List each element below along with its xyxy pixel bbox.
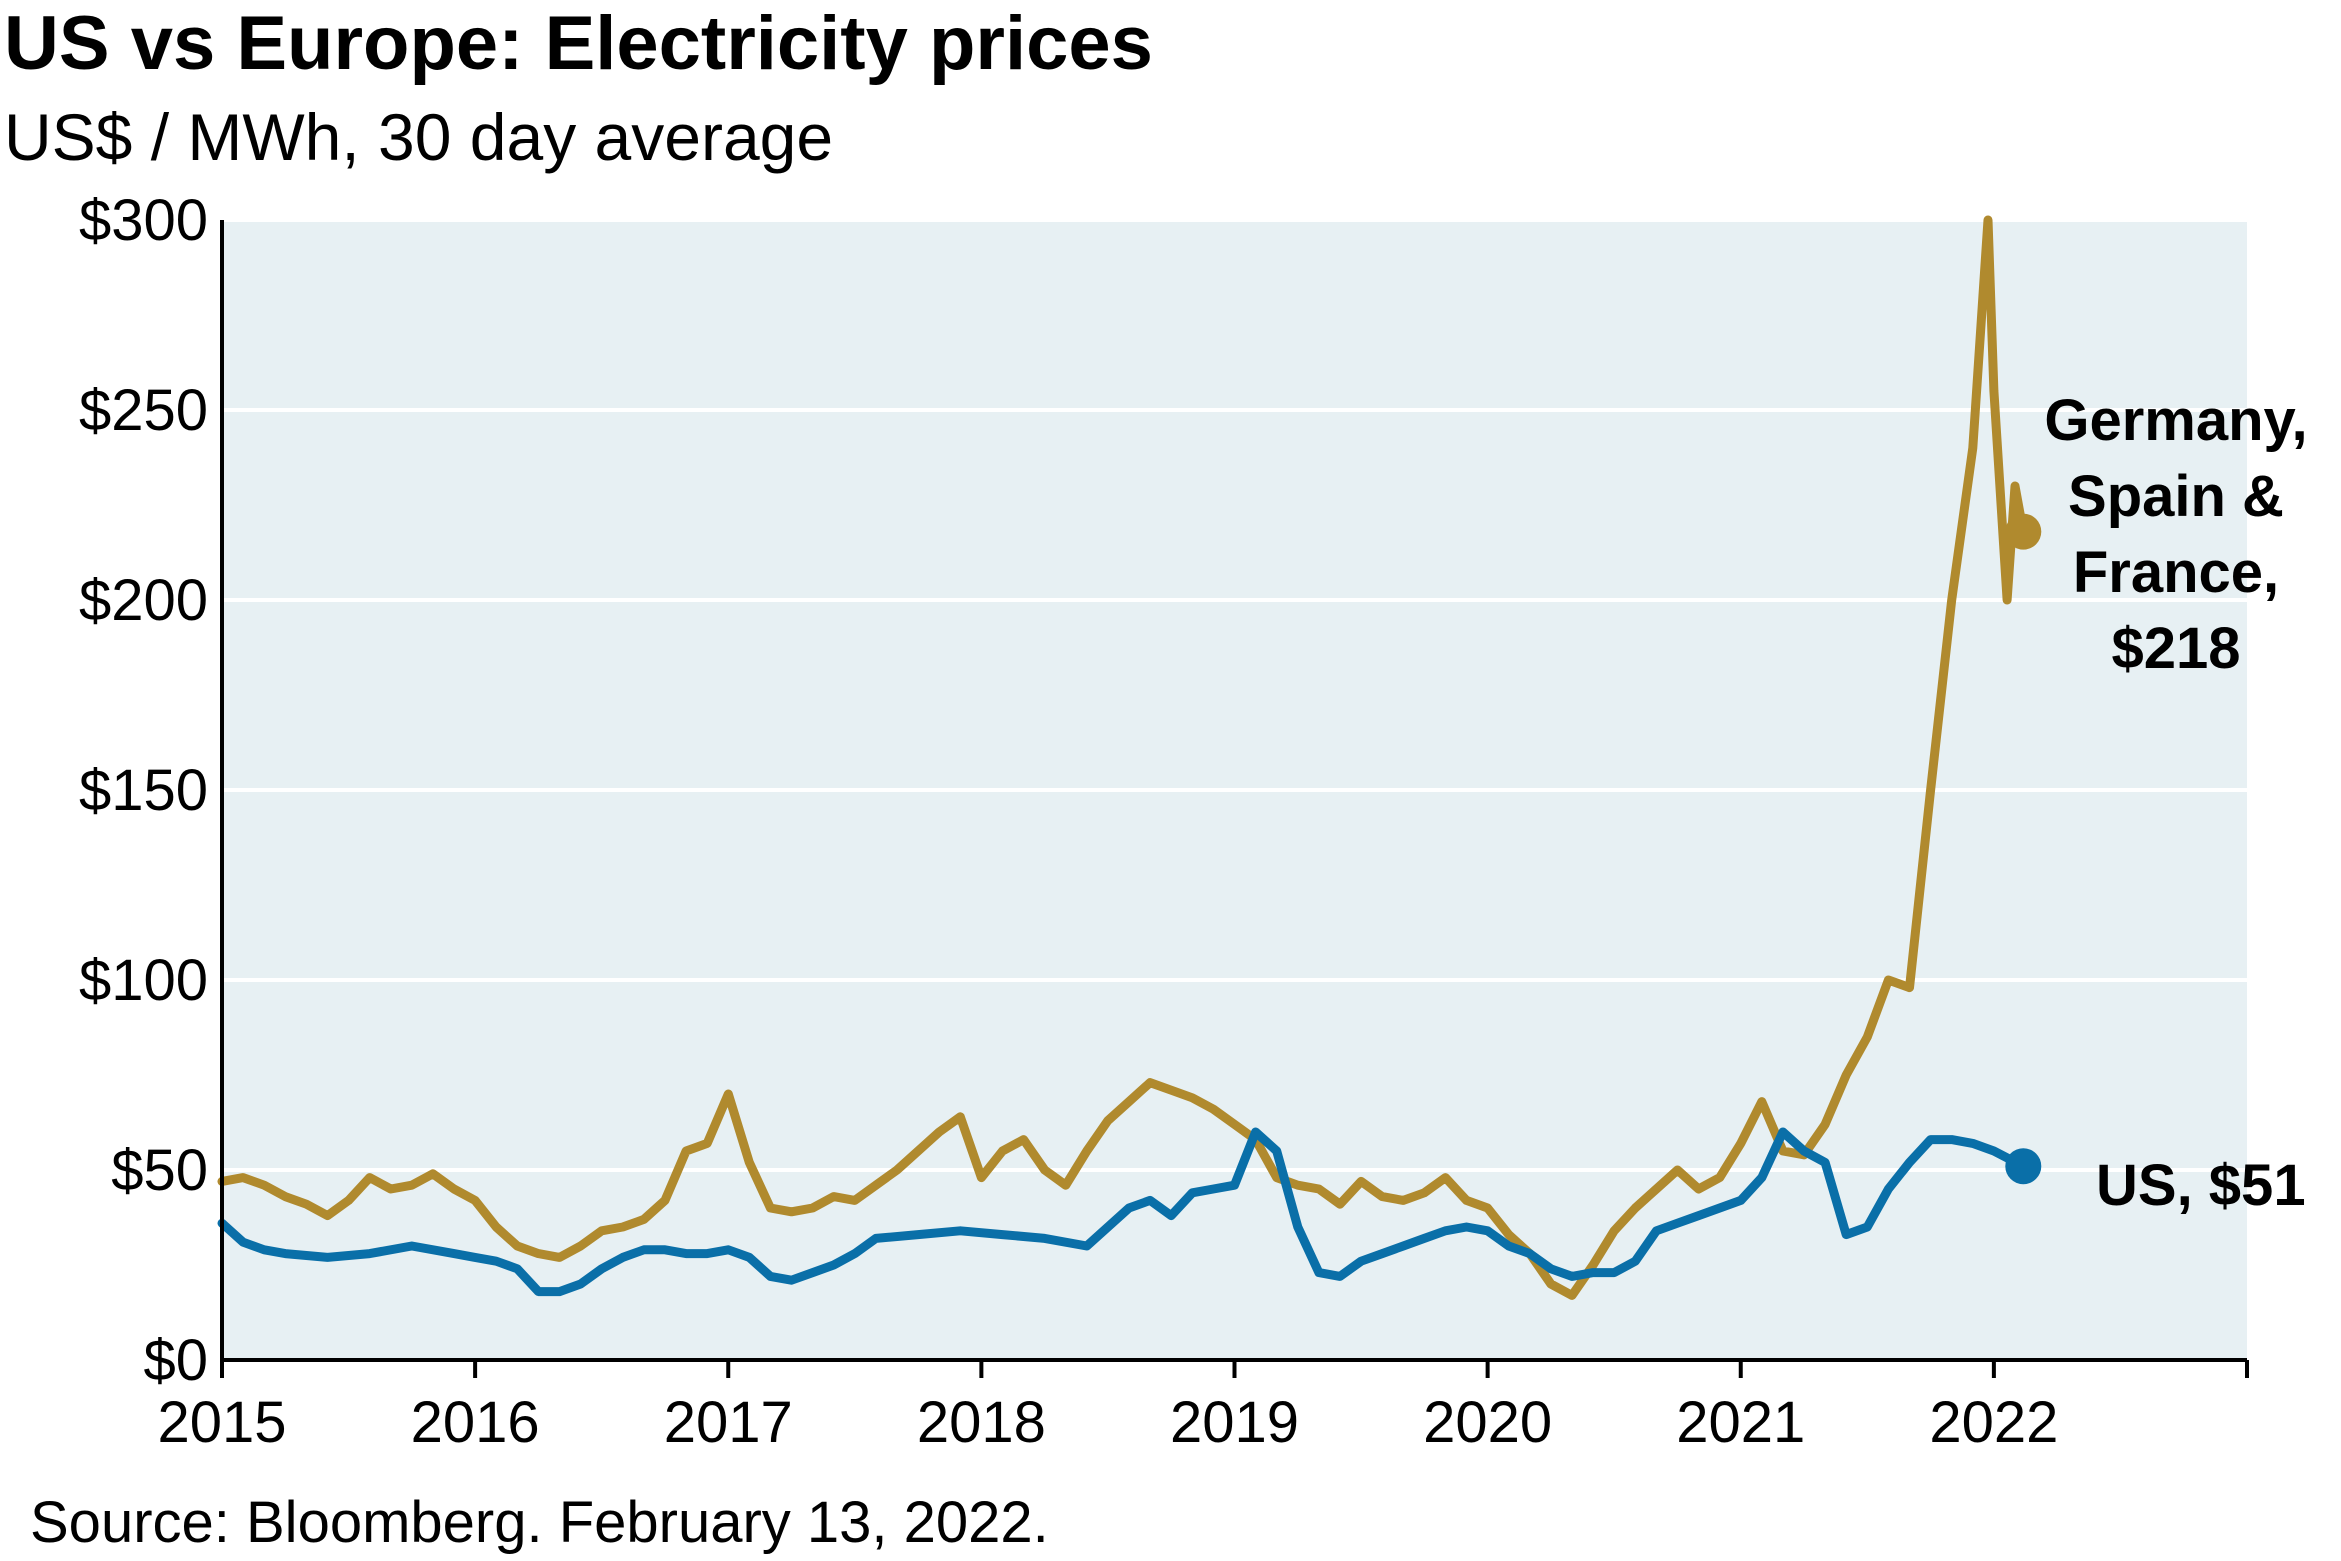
y-tick-label: $200 xyxy=(79,568,208,633)
europe-end-label-line: Spain & xyxy=(2068,464,2284,529)
chart-title: US vs Europe: Electricity prices xyxy=(4,1,1153,86)
chart-subtitle: US$ / MWh, 30 day average xyxy=(4,100,834,174)
axes xyxy=(220,220,2249,1378)
y-tick-label: $150 xyxy=(79,758,208,823)
europe-end-label-line: France, xyxy=(2073,540,2279,605)
series-layer xyxy=(217,215,2042,1300)
x-tick-label: 2018 xyxy=(917,1390,1046,1455)
europe-end-label-line: Germany, xyxy=(2044,388,2307,453)
source-note: Source: Bloomberg. February 13, 2022. xyxy=(30,1490,1049,1555)
y-tick-label: $250 xyxy=(79,378,208,443)
europe-end-label-line: $218 xyxy=(2111,616,2240,681)
end-labels: Germany, Spain & France, $218 US, $51 xyxy=(2044,388,2307,1218)
us-end-marker xyxy=(2005,1148,2042,1185)
x-tick-label: 2022 xyxy=(1929,1390,2058,1455)
europe-end-marker xyxy=(2005,513,2042,550)
x-tick-label: 2021 xyxy=(1676,1390,1805,1455)
y-tick-label: $0 xyxy=(143,1328,208,1393)
gridlines xyxy=(222,218,2247,1172)
europe-series-line xyxy=(217,215,2028,1300)
x-tick-label: 2016 xyxy=(411,1390,540,1455)
tick-labels: $0 $50 $100 $150 $200 $250 $300 2015 2016 2017 201… xyxy=(79,188,2058,1455)
x-tick-label: 2019 xyxy=(1170,1390,1299,1455)
y-tick-label: $100 xyxy=(79,948,208,1013)
x-tick-label: 2017 xyxy=(664,1390,793,1455)
x-tick-label: 2015 xyxy=(157,1390,286,1455)
y-tick-label: $50 xyxy=(111,1138,208,1203)
y-tick-label: $300 xyxy=(79,188,208,253)
x-tick-label: 2020 xyxy=(1423,1390,1552,1455)
us-end-label: US, $51 xyxy=(2096,1153,2306,1218)
us-series-line xyxy=(217,1127,2028,1297)
